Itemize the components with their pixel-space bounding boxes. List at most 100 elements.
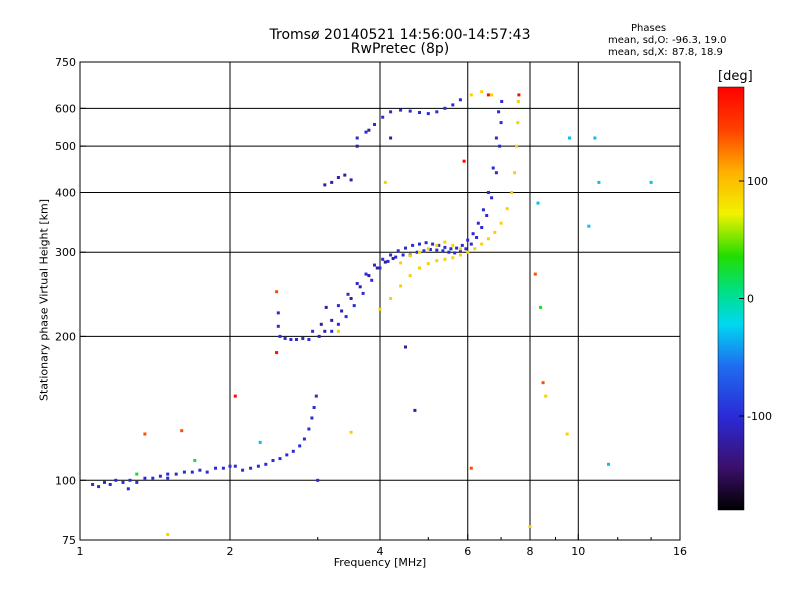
- data-point: [344, 315, 348, 319]
- data-point: [278, 334, 282, 338]
- data-point: [389, 297, 393, 300]
- data-point: [528, 525, 532, 529]
- phase-stats-x-values: 87.8, 18.9: [672, 47, 723, 58]
- data-point: [435, 110, 439, 114]
- data-point: [340, 309, 344, 313]
- y-tick-label: 75: [62, 534, 76, 547]
- data-point: [431, 242, 435, 246]
- data-point: [435, 243, 439, 247]
- data-point: [408, 254, 412, 258]
- data-point: [264, 462, 268, 466]
- data-point: [389, 110, 393, 114]
- data-point: [193, 459, 197, 462]
- phase-stats-o-values: -96.3, 19.0: [672, 35, 727, 46]
- data-point: [486, 191, 490, 194]
- data-point: [330, 329, 334, 333]
- data-point: [411, 243, 415, 247]
- grid: [80, 62, 680, 540]
- data-point: [404, 345, 407, 349]
- data-point: [295, 338, 298, 341]
- data-point: [486, 93, 490, 97]
- data-point: [441, 249, 445, 253]
- data-point: [473, 247, 477, 251]
- data-point: [607, 462, 610, 466]
- data-point: [349, 178, 353, 182]
- x-ticks: 1 2 4 6 8 10 16: [77, 534, 687, 558]
- data-point: [486, 237, 490, 241]
- data-point: [336, 322, 340, 326]
- data-point: [166, 476, 170, 480]
- colorbar-unit: [deg]: [718, 69, 753, 84]
- data-point: [449, 247, 453, 251]
- data-point: [426, 247, 430, 251]
- data-point: [451, 103, 455, 107]
- data-point: [258, 440, 262, 444]
- data-point: [418, 111, 421, 114]
- data-point: [443, 240, 447, 244]
- data-point: [307, 427, 311, 431]
- data-point: [517, 93, 521, 97]
- data-point: [443, 245, 447, 249]
- data-point: [399, 261, 403, 265]
- data-point: [422, 249, 426, 253]
- data-point: [323, 329, 327, 333]
- data-point: [143, 432, 147, 436]
- colorbar-tick-label: 0: [747, 293, 754, 306]
- data-point: [447, 250, 451, 254]
- data-point: [373, 123, 376, 126]
- data-point: [415, 250, 419, 254]
- data-point: [285, 453, 289, 457]
- data-point: [367, 274, 371, 278]
- data-point: [349, 430, 353, 434]
- data-point: [221, 466, 225, 470]
- y-ticks: 75 100 200 300 400 500 600 750: [55, 56, 86, 547]
- data-point: [458, 247, 462, 251]
- data-point: [490, 93, 494, 97]
- data-point: [471, 232, 475, 236]
- data-point: [298, 444, 302, 448]
- data-point: [435, 259, 439, 263]
- data-point: [399, 284, 403, 288]
- data-point: [312, 406, 316, 409]
- data-point: [435, 248, 439, 252]
- data-point: [491, 166, 495, 170]
- data-point: [391, 257, 395, 260]
- data-point: [587, 224, 591, 228]
- y-tick-label: 500: [55, 140, 76, 153]
- data-point: [515, 144, 519, 148]
- data-point: [241, 468, 245, 472]
- data-point: [443, 106, 447, 110]
- data-point: [135, 480, 139, 484]
- data-point: [466, 238, 470, 242]
- data-point: [466, 250, 470, 254]
- data-point: [151, 476, 155, 480]
- data-point: [480, 90, 484, 94]
- y-tick-label: 400: [55, 186, 76, 199]
- data-point: [126, 487, 130, 491]
- data-point: [336, 304, 340, 308]
- data-point: [443, 257, 447, 261]
- data-point: [453, 251, 457, 255]
- data-point: [597, 180, 601, 184]
- data-point: [166, 472, 170, 476]
- data-point: [271, 459, 275, 462]
- data-point: [494, 171, 498, 175]
- data-point: [418, 242, 421, 246]
- data-point: [383, 180, 387, 184]
- data-point: [462, 159, 466, 163]
- data-point: [458, 98, 462, 102]
- data-point: [233, 464, 237, 468]
- phase-stats-x-label: mean, sd,X:: [608, 47, 668, 58]
- data-point: [358, 285, 362, 289]
- data-point: [396, 249, 400, 253]
- data-point: [544, 394, 548, 398]
- data-point: [565, 432, 569, 436]
- data-point: [499, 221, 503, 225]
- data-point: [361, 291, 365, 295]
- data-point: [493, 230, 497, 234]
- data-point: [505, 207, 509, 211]
- y-tick-label: 200: [55, 330, 76, 343]
- data-point: [451, 256, 455, 260]
- data-point: [455, 246, 459, 250]
- data-point: [494, 136, 498, 140]
